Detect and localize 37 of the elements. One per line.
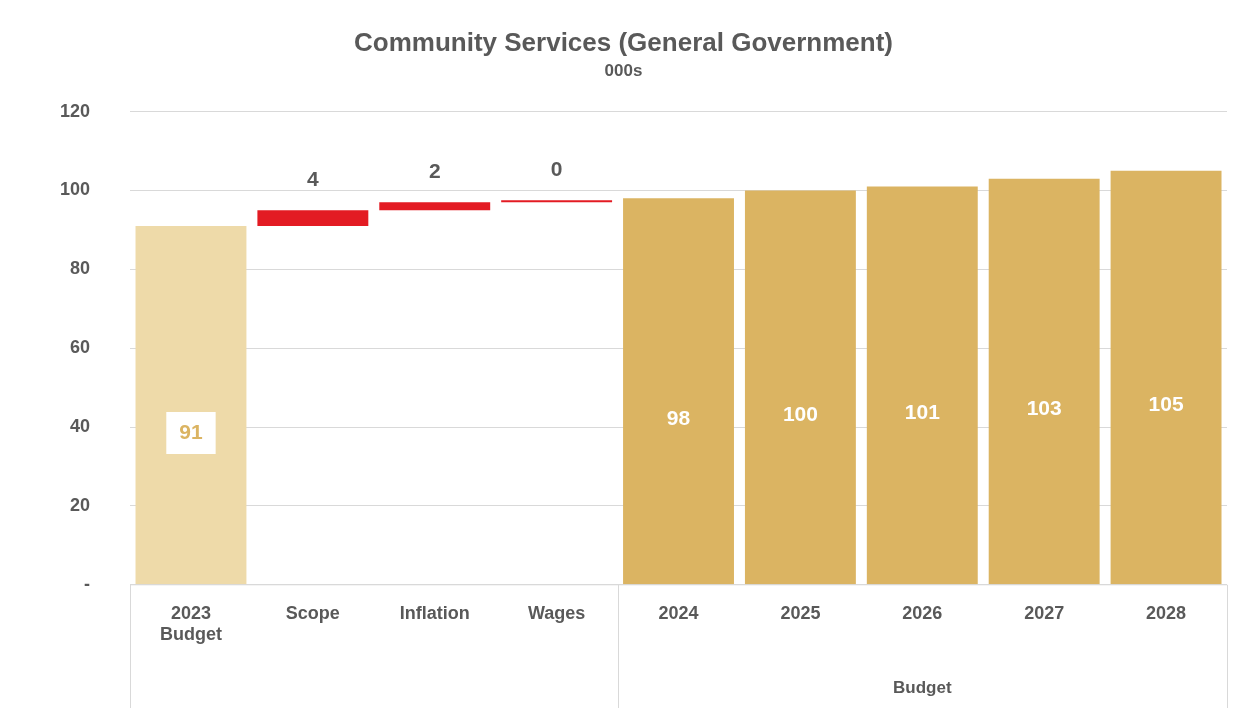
data-label: 91 [179, 419, 203, 443]
bar [866, 186, 978, 585]
data-label: 0 [550, 157, 563, 181]
bar [744, 190, 856, 585]
bar [379, 202, 491, 211]
bar [135, 225, 247, 585]
data-label: 103 [1026, 396, 1062, 420]
chart-subtitle: 000s [604, 61, 643, 81]
y-tick-label: 40 [70, 416, 91, 437]
y-tick-label: 60 [70, 337, 91, 358]
x-tick-label: 2024 [658, 602, 699, 623]
bar [501, 200, 613, 203]
data-label: 100 [782, 402, 818, 426]
bar [988, 178, 1100, 585]
data-label: 105 [1148, 392, 1184, 416]
data-label: 101 [904, 400, 941, 424]
x-tick-label: 2026 [902, 602, 943, 623]
data-label: 98 [666, 405, 691, 429]
x-tick-label: Inflation [399, 602, 470, 623]
x-tick-label: 2025 [780, 602, 821, 623]
y-tick-label: 120 [59, 100, 91, 121]
x-tick-label: 2028 [1146, 602, 1187, 623]
x-tick-label: Scope [285, 602, 340, 623]
bar [623, 198, 734, 585]
text: Budget [893, 677, 952, 697]
data-label: 2 [428, 159, 441, 183]
y-tick-label: 100 [59, 179, 91, 200]
data-label: 4 [307, 166, 320, 190]
x-tick-label: 2023 Budget [159, 602, 222, 645]
bar [1110, 170, 1222, 585]
x-tick-label: 2027 [1024, 602, 1065, 623]
y-tick-label: 20 [70, 494, 91, 515]
y-tick-label: 80 [70, 258, 91, 279]
x-tick-label: Wages [527, 602, 586, 623]
y-tick-label: - [84, 573, 91, 594]
chart-title: Community Services (General Government) [354, 26, 893, 57]
bar [257, 210, 369, 226]
